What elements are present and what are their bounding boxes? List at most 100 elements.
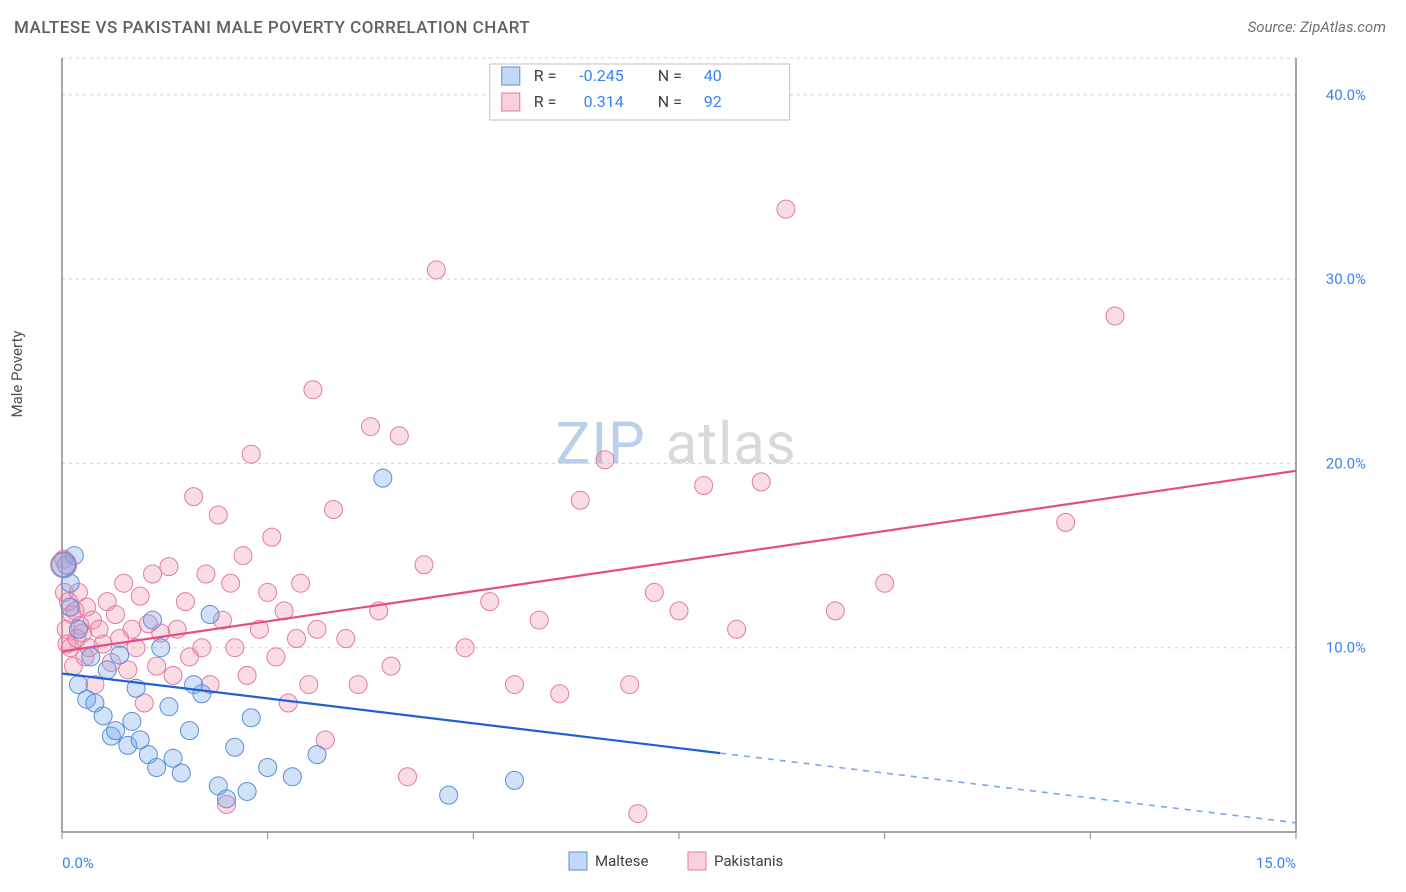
data-point [242,445,260,463]
data-point [98,661,116,679]
data-point [238,666,256,684]
svg-text:0.314: 0.314 [584,92,624,111]
data-point [234,547,252,565]
data-point [670,602,688,620]
scatter-chart: ZIP atlas 10.0% 20.0% 30.0% 40.0% 0.0% 15.0% R =… [14,50,1374,872]
data-point [629,805,647,823]
data-point [267,648,285,666]
data-point [160,558,178,576]
data-point [645,583,663,601]
data-point [82,648,100,666]
data-point [399,768,417,786]
correlation-legend: R =-0.245N =40R =0.314N =92 [490,64,790,120]
data-point [193,639,211,657]
data-point [209,506,227,524]
data-point [181,722,199,740]
data-point [111,646,129,664]
data-point [263,528,281,546]
source-label: Source: ZipAtlas.com [1248,18,1386,36]
data-point [222,574,240,592]
svg-text:Maltese: Maltese [595,852,649,870]
data-point [52,553,76,577]
data-point [752,473,770,491]
data-point [695,477,713,495]
data-point [131,587,149,605]
chart-container: Male Poverty ZIPatlas10.0%20.0%30.0%40.0… [14,50,1386,872]
data-point [259,583,277,601]
data-point [728,620,746,638]
data-point [292,574,310,592]
data-point [530,611,548,629]
svg-text:R =: R = [534,92,557,111]
data-point [876,574,894,592]
data-point [106,606,124,624]
data-point [304,381,322,399]
data-point [143,565,161,583]
data-point [456,639,474,657]
data-point [259,759,277,777]
data-point [193,685,211,703]
y-tick-label: 30.0% [1326,270,1366,288]
data-point [374,469,392,487]
data-point [152,639,170,657]
data-point [242,709,260,727]
data-point [440,786,458,804]
watermark: ZIP atlas [556,410,797,478]
data-point [1057,513,1075,531]
data-point [201,606,219,624]
data-point [226,639,244,657]
y-axis-label: Male Poverty [8,331,26,418]
data-point [69,620,87,638]
data-point [123,620,141,638]
data-point [123,712,141,730]
data-point [172,764,190,782]
data-point [324,501,342,519]
data-point [283,768,301,786]
data-point [337,630,355,648]
svg-text:-0.245: -0.245 [579,66,624,85]
data-point [308,620,326,638]
svg-text:atlas: atlas [666,410,797,478]
data-point [427,261,445,279]
data-point [551,685,569,703]
data-point [279,694,297,712]
data-point [571,491,589,509]
svg-text:R =: R = [534,66,557,85]
svg-text:40: 40 [704,66,722,85]
data-point [143,611,161,629]
data-point [218,790,236,808]
regression-line-maltese-ext [720,753,1296,823]
data-point [226,738,244,756]
data-point [164,666,182,684]
data-point [61,598,79,616]
data-point [160,698,178,716]
data-point [94,707,112,725]
data-point [106,722,124,740]
y-tick-label: 40.0% [1326,86,1366,104]
x-tick-label: 15.0% [1256,854,1296,872]
data-point [826,602,844,620]
svg-text:Pakistanis: Pakistanis [714,852,783,870]
data-point [777,200,795,218]
data-point [308,746,326,764]
y-tick-label: 10.0% [1326,639,1366,657]
data-point [415,556,433,574]
data-point [148,759,166,777]
data-point [362,418,380,436]
svg-text:ZIP: ZIP [556,410,646,478]
x-tick-label: 0.0% [62,854,94,872]
data-point [349,676,367,694]
data-point [148,657,166,675]
svg-text:N =: N = [658,92,682,111]
data-point [197,565,215,583]
data-point [185,488,203,506]
y-tick-label: 20.0% [1326,454,1366,472]
data-point [176,593,194,611]
data-point [390,427,408,445]
series-legend: Maltese Pakistanis [569,852,783,870]
data-point [481,593,499,611]
data-point [382,657,400,675]
data-point [287,630,305,648]
data-point [238,782,256,800]
data-point [115,574,133,592]
